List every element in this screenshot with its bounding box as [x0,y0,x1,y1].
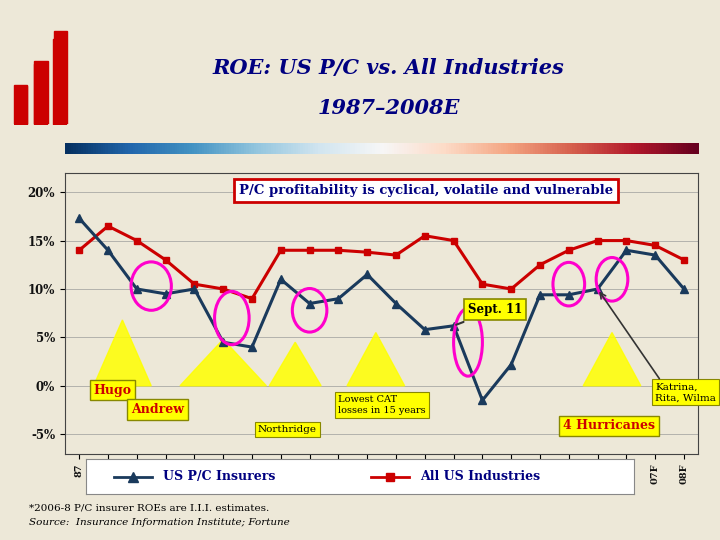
Text: US P/C Insurers: US P/C Insurers [163,470,275,483]
Text: All US Industries: All US Industries [420,470,540,483]
Text: Source:  Insurance Information Institute; Fortune: Source: Insurance Information Institute;… [29,518,289,527]
Text: Sept. 11: Sept. 11 [456,303,522,325]
Text: *2006-8 P/C insurer ROEs are I.I.I. estimates.: *2006-8 P/C insurer ROEs are I.I.I. esti… [29,503,269,512]
Text: Hugo: Hugo [94,383,132,396]
Text: 1987–2008E: 1987–2008E [318,98,460,118]
Text: ROE: US P/C vs. All Industries: ROE: US P/C vs. All Industries [213,57,564,78]
Polygon shape [347,333,405,386]
Polygon shape [583,333,641,386]
Bar [34,61,48,124]
Polygon shape [180,339,266,386]
Text: Lowest CAT
losses in 15 years: Lowest CAT losses in 15 years [338,395,426,415]
Bar [53,31,67,124]
Bar [14,85,27,124]
Polygon shape [269,342,321,386]
Text: Katrina,
Rita, Wilma: Katrina, Rita, Wilma [655,382,716,402]
Text: 4 Hurricanes: 4 Hurricanes [563,420,655,433]
Text: P/C profitability is cyclical, volatile and vulnerable: P/C profitability is cyclical, volatile … [239,184,613,197]
Text: Northridge: Northridge [258,426,317,434]
Polygon shape [94,320,151,386]
Text: Andrew: Andrew [131,403,184,416]
